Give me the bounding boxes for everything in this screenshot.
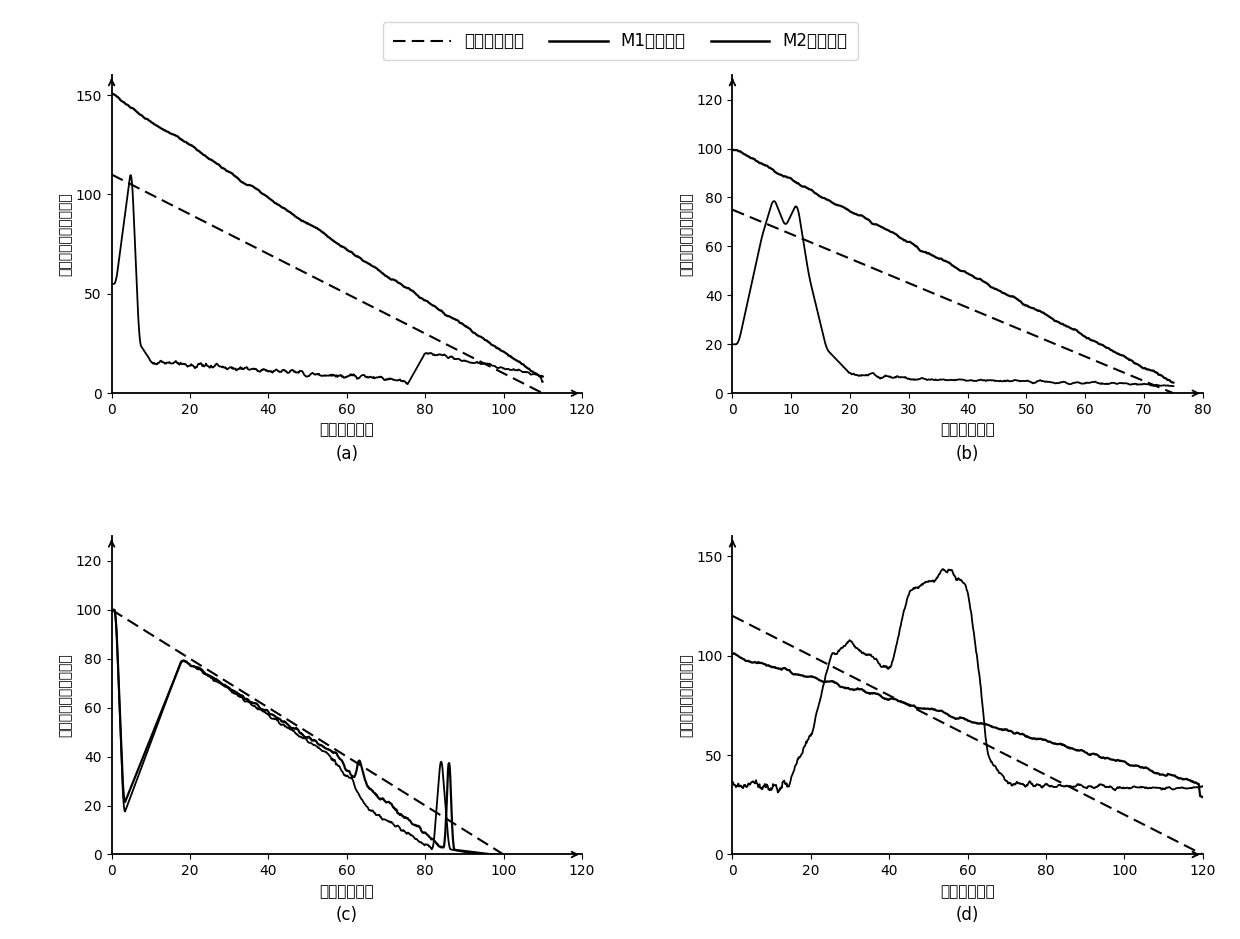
Y-axis label: 剩余使用寿命（分钟）: 剩余使用寿命（分钟）: [680, 654, 693, 737]
X-axis label: 时间（分钟）: 时间（分钟）: [320, 884, 374, 899]
Y-axis label: 剩余使用寿命（分钟）: 剩余使用寿命（分钟）: [58, 192, 73, 276]
Text: (b): (b): [956, 445, 980, 463]
X-axis label: 时间（分钟）: 时间（分钟）: [940, 884, 994, 899]
Text: (c): (c): [336, 906, 358, 924]
Y-axis label: 剩余使用寿命（分钟）: 剩余使用寿命（分钟）: [680, 192, 693, 276]
X-axis label: 时间（分钟）: 时间（分钟）: [940, 423, 994, 438]
Text: (d): (d): [956, 906, 980, 924]
X-axis label: 时间（分钟）: 时间（分钟）: [320, 423, 374, 438]
Legend: 真实剩余寿命, M1预测结果, M2预测结果: 真实剩余寿命, M1预测结果, M2预测结果: [382, 23, 858, 60]
Y-axis label: 剩余使用寿命（分钟）: 剩余使用寿命（分钟）: [58, 654, 73, 737]
Text: (a): (a): [335, 445, 358, 463]
